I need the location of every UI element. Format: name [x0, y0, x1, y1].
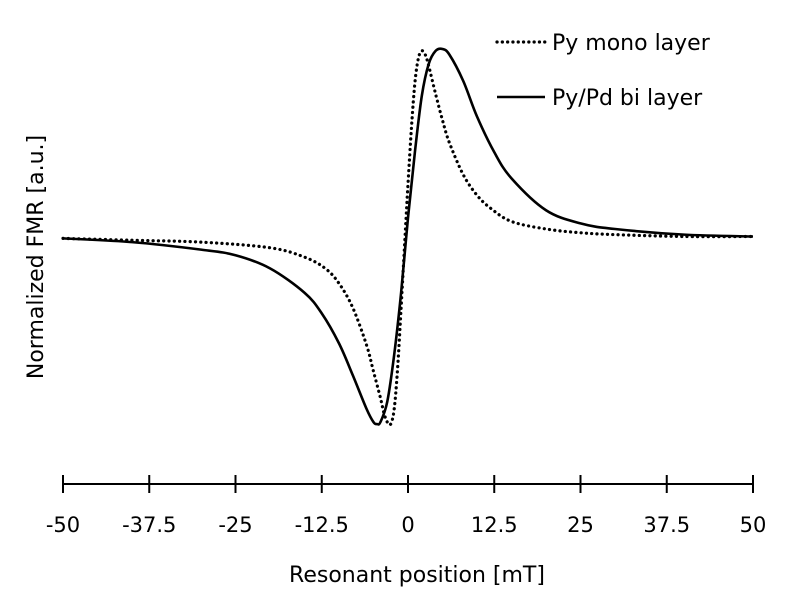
x-tick-label: 37.5	[643, 513, 690, 537]
x-tick-label: -50	[46, 513, 80, 537]
legend-label-1: Py mono layer	[552, 31, 711, 56]
legend-label-2: Py/Pd bi layer	[552, 86, 703, 111]
x-tick-label: -25	[218, 513, 252, 537]
series-line-1	[61, 49, 755, 427]
series-layer	[61, 47, 755, 427]
x-tick-label: 12.5	[471, 513, 518, 537]
legend: Py mono layer Py/Pd bi layer	[495, 31, 711, 111]
series-line-2	[62, 47, 754, 426]
x-ticks: -50 -37.5 -25 -12.5 0 12.5 25 37.5 50	[46, 475, 767, 537]
x-tick-label: 25	[567, 513, 594, 537]
x-axis-label: Resonant position [mT]	[289, 563, 545, 588]
x-tick-label: 50	[740, 513, 767, 537]
x-tick-label: -12.5	[295, 513, 349, 537]
y-axis-label: Normalized FMR [a.u.]	[24, 135, 49, 379]
x-tick-label: 0	[401, 513, 414, 537]
x-tick-label: -37.5	[122, 513, 176, 537]
